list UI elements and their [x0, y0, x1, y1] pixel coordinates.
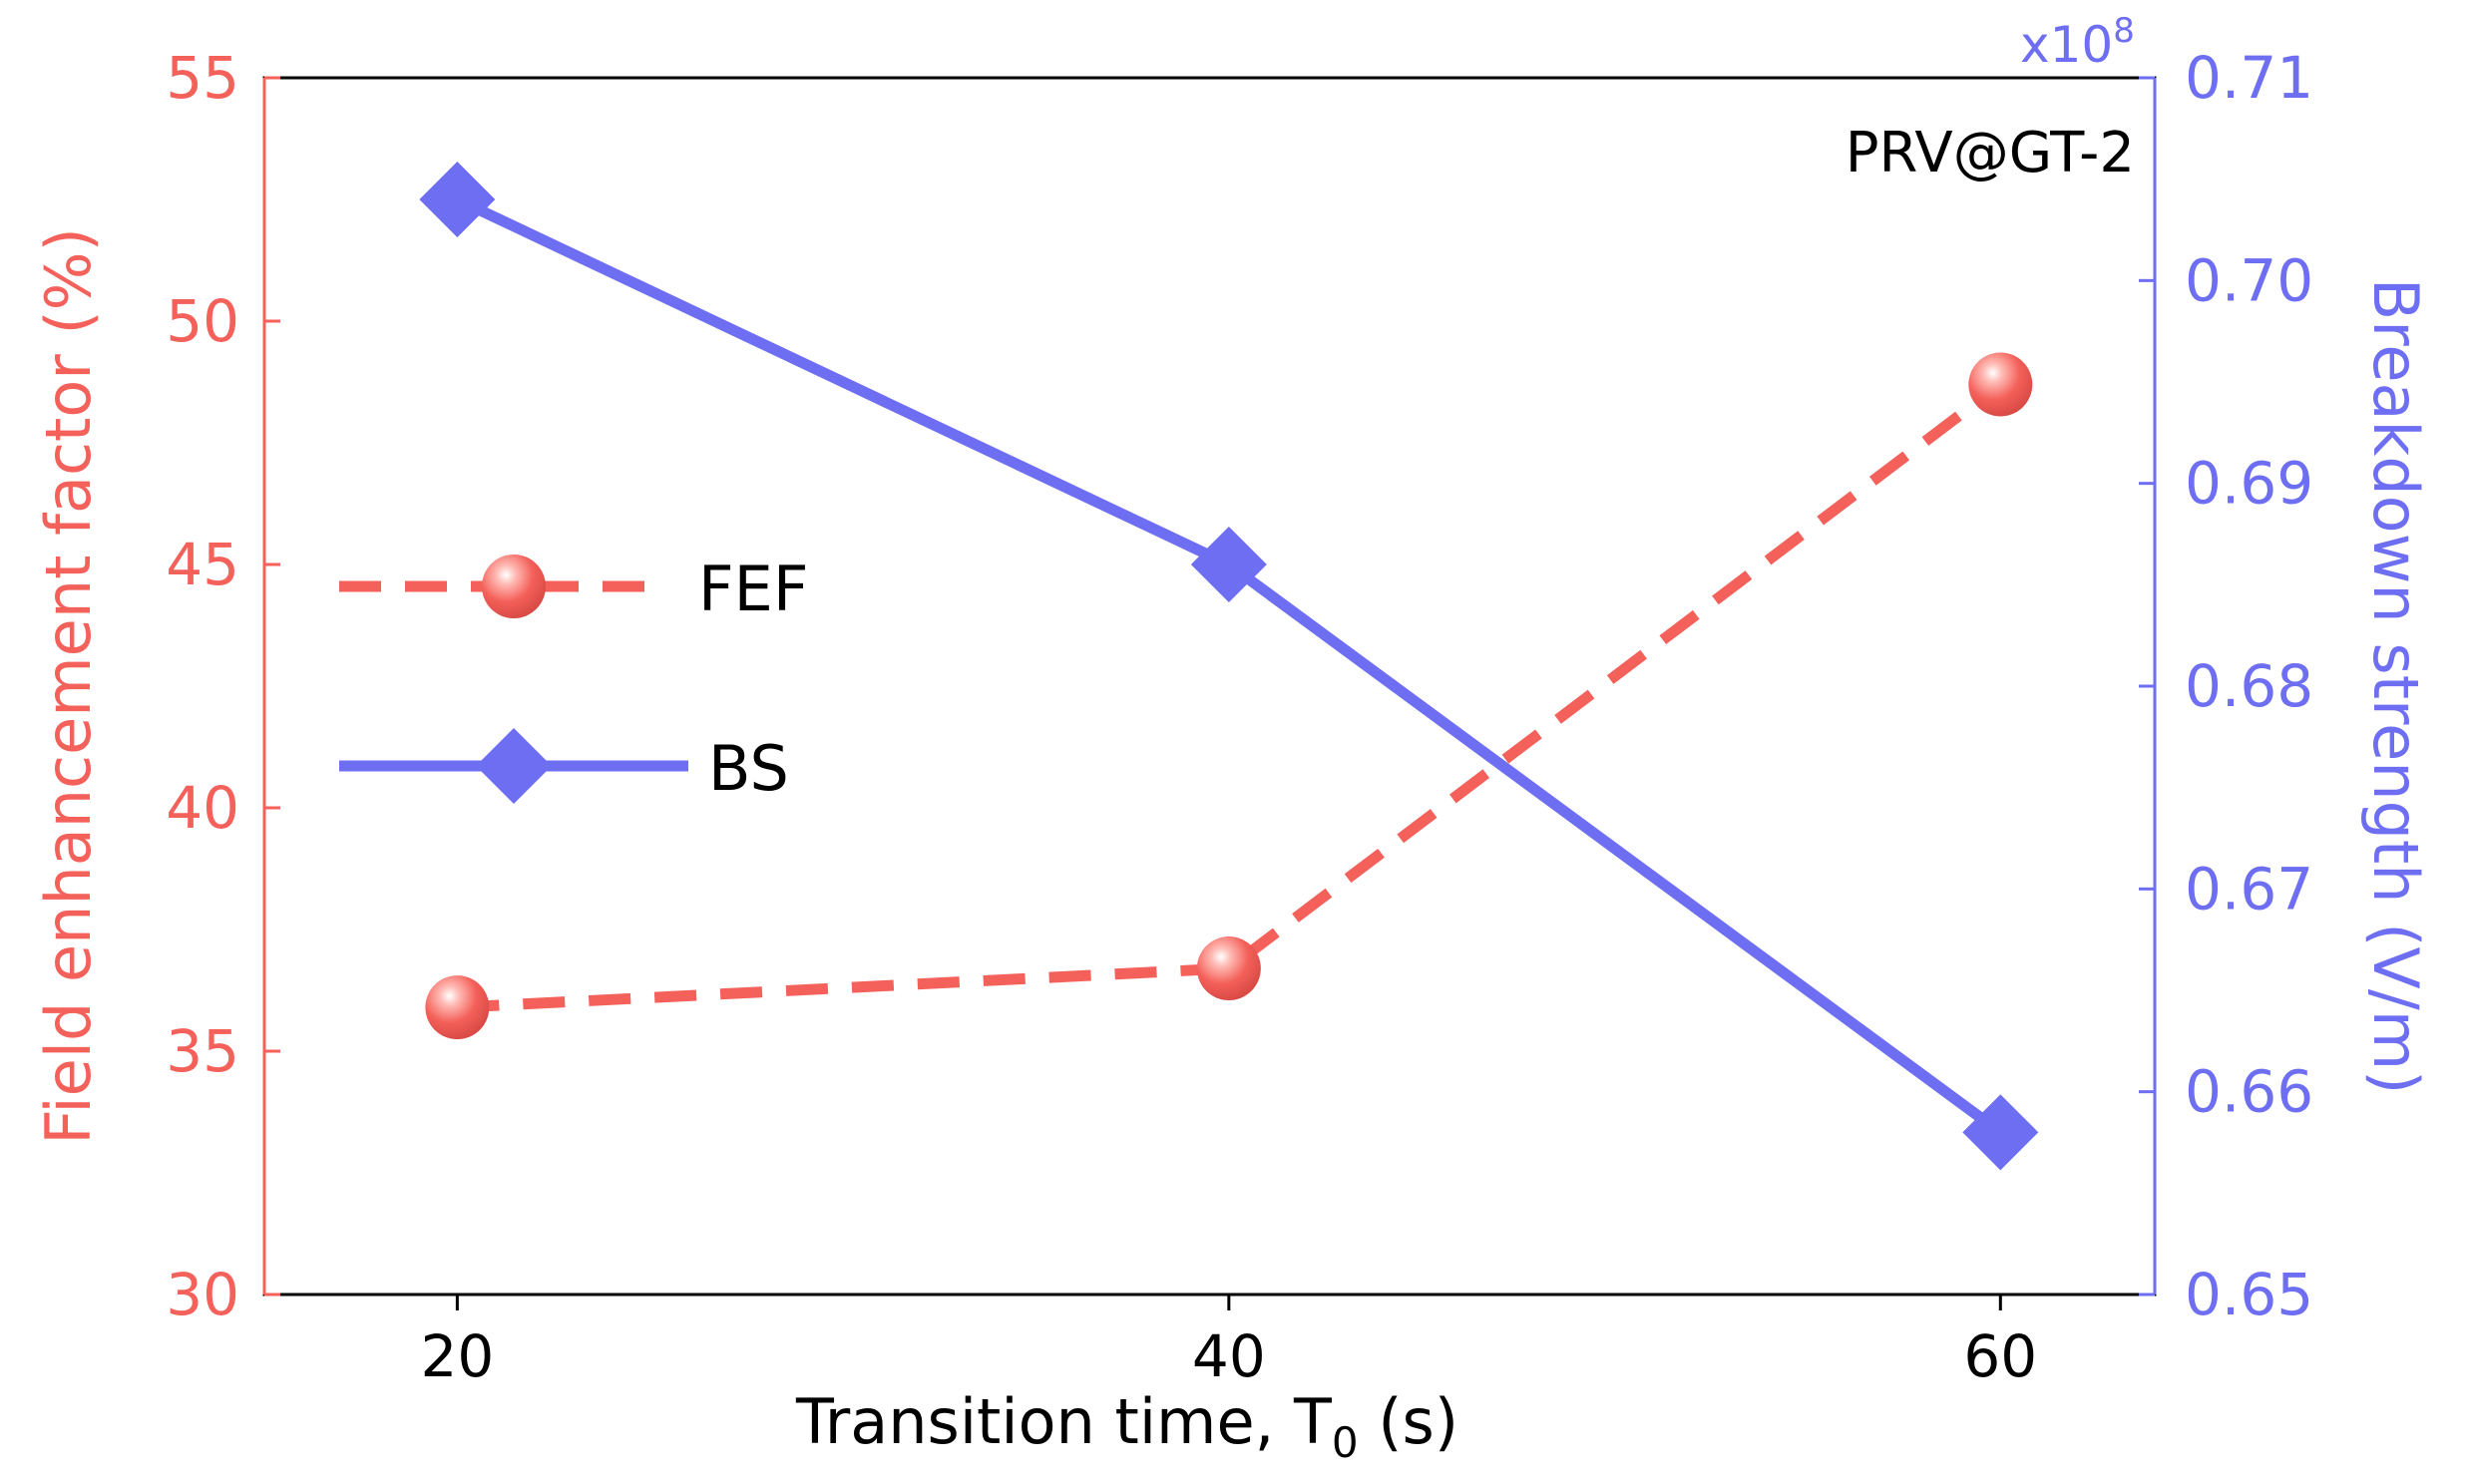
bs-data-point — [419, 162, 496, 237]
multiplier-exponent: 8 — [2113, 11, 2135, 51]
plot-frame — [262, 76, 2157, 1297]
right-tick-label: 0.70 — [2185, 246, 2313, 314]
left-tick-label: 55 — [166, 44, 239, 112]
bs-data-point — [1962, 1094, 2039, 1171]
right-tick-label: 0.69 — [2185, 450, 2313, 518]
x-axis-label-subscript: 0 — [1332, 1418, 1359, 1467]
right-tick-label: 0.67 — [2185, 855, 2313, 923]
legend: FEF BS — [339, 553, 809, 805]
multiplier-base: x10 — [2020, 16, 2113, 74]
left-tick-label: 30 — [166, 1261, 239, 1328]
legend-fef-marker — [482, 555, 546, 618]
x-axis-label: Transition time, T0 (s) — [795, 1385, 1458, 1467]
series-line-fef — [457, 380, 2004, 1013]
left-tick-label: 35 — [166, 1017, 239, 1085]
legend-fef-label: FEF — [698, 553, 809, 625]
left-tick-label: 45 — [166, 531, 239, 598]
x-tick-label: 20 — [420, 1322, 494, 1390]
legend-bs-marker — [476, 728, 552, 804]
x-axis-label-tail: (s) — [1359, 1385, 1458, 1458]
left-tick-label: 40 — [166, 774, 239, 842]
fef-data-point — [425, 975, 490, 1040]
left-axis-label: Field enhancement factor (%) — [32, 227, 105, 1145]
right-axis-ticks: 0.65 0.66 0.67 0.68 0.69 0.70 0.71 — [2139, 44, 2313, 1328]
left-tick-label: 50 — [166, 287, 239, 355]
right-tick-label: 0.65 — [2185, 1261, 2313, 1328]
right-tick-label: 0.68 — [2185, 652, 2313, 720]
series-layer — [419, 162, 2039, 1171]
right-axis-multiplier: x108 — [2020, 11, 2135, 74]
bs-data-point — [1190, 527, 1267, 602]
left-axis-ticks: 30 35 40 45 50 55 — [166, 44, 280, 1328]
right-tick-label: 0.66 — [2185, 1058, 2313, 1126]
fef-data-point — [1968, 352, 2033, 417]
x-tick-label: 60 — [1963, 1322, 2037, 1390]
fef-data-point — [1196, 936, 1261, 1001]
x-tick-label: 40 — [1192, 1322, 1266, 1390]
chart-annotation: PRV@GT-2 — [1846, 121, 2135, 186]
x-axis-label-main: Transition time, T — [795, 1385, 1333, 1458]
right-tick-label: 0.71 — [2185, 44, 2313, 112]
legend-bs-label: BS — [708, 732, 789, 805]
x-axis-ticks: 20 40 60 — [420, 1295, 2037, 1390]
right-axis-label: Breakdown strength (V/m) — [2359, 278, 2432, 1095]
